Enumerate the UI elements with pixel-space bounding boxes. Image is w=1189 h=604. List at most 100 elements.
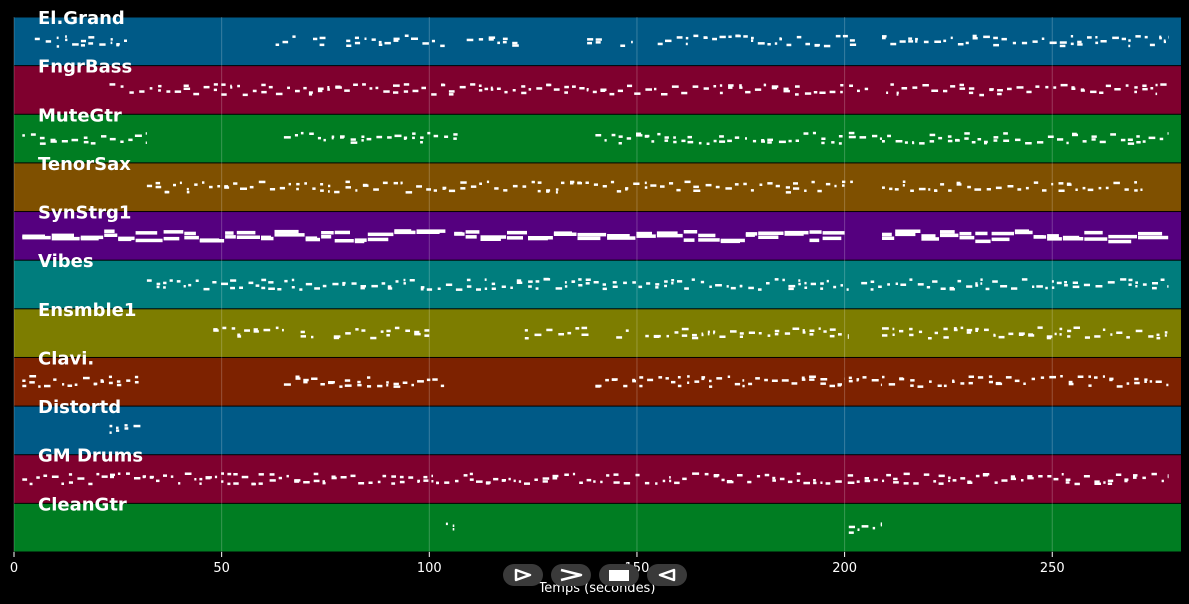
- note: [382, 181, 388, 185]
- note: [1074, 482, 1080, 486]
- note: [658, 376, 663, 379]
- note: [750, 189, 754, 192]
- note: [224, 185, 229, 188]
- note: [145, 141, 147, 144]
- note: [1114, 88, 1121, 91]
- note: [767, 138, 773, 142]
- note: [422, 42, 429, 45]
- note: [636, 231, 652, 236]
- note: [552, 474, 559, 478]
- note: [1136, 141, 1141, 144]
- note: [440, 384, 445, 388]
- note: [972, 37, 978, 40]
- note: [445, 283, 453, 286]
- note: [291, 286, 295, 289]
- note: [673, 140, 677, 144]
- note: [437, 287, 441, 290]
- note: [871, 379, 879, 382]
- note: [80, 236, 99, 241]
- note: [719, 84, 723, 87]
- stop-button[interactable]: [599, 564, 639, 586]
- note: [1150, 87, 1154, 90]
- note: [902, 184, 905, 187]
- note: [864, 87, 869, 91]
- note: [764, 378, 768, 382]
- note: [627, 84, 633, 88]
- note: [1046, 336, 1052, 340]
- stop-icon: [609, 570, 629, 581]
- note: [728, 35, 732, 38]
- note: [666, 334, 669, 338]
- note: [698, 238, 720, 242]
- note: [606, 474, 610, 477]
- note: [813, 479, 816, 482]
- note: [587, 38, 594, 41]
- note: [466, 38, 474, 42]
- note: [707, 332, 710, 336]
- note: [809, 375, 816, 378]
- note: [393, 382, 399, 386]
- note: [639, 384, 643, 388]
- note: [900, 283, 907, 286]
- note: [193, 92, 200, 96]
- note: [968, 87, 975, 90]
- note: [51, 475, 59, 478]
- note: [974, 188, 982, 191]
- note: [673, 136, 676, 139]
- note: [460, 187, 466, 190]
- note: [940, 183, 945, 186]
- note: [1164, 331, 1168, 334]
- note: [882, 232, 892, 237]
- play-button[interactable]: [503, 564, 543, 586]
- note: [303, 86, 307, 90]
- note: [1128, 39, 1131, 42]
- note: [977, 138, 982, 141]
- note: [74, 383, 78, 386]
- note: [1149, 43, 1155, 47]
- note: [328, 381, 334, 385]
- note: [1045, 85, 1049, 89]
- note: [948, 189, 952, 192]
- note: [826, 279, 829, 283]
- note: [785, 186, 790, 189]
- note: [966, 328, 973, 332]
- note: [943, 336, 949, 339]
- note: [921, 234, 936, 238]
- note: [361, 329, 366, 332]
- note: [984, 328, 989, 332]
- x-tick-label: 50: [213, 561, 230, 576]
- note: [948, 479, 951, 483]
- note: [71, 138, 79, 142]
- note: [1167, 285, 1169, 288]
- note: [320, 183, 324, 186]
- note: [785, 191, 791, 194]
- note: [283, 136, 291, 139]
- note: [938, 136, 943, 140]
- forward-button[interactable]: [551, 564, 591, 586]
- note: [792, 327, 800, 330]
- note: [100, 379, 104, 382]
- note: [611, 378, 617, 381]
- note: [940, 233, 959, 238]
- note: [1128, 283, 1132, 286]
- note: [387, 287, 393, 290]
- note: [571, 280, 575, 283]
- note: [960, 382, 965, 385]
- note: [957, 279, 962, 283]
- rewind-button[interactable]: [647, 564, 687, 586]
- note: [1138, 235, 1169, 240]
- note: [395, 280, 399, 283]
- note: [178, 482, 181, 485]
- note: [997, 89, 1003, 92]
- note: [966, 285, 973, 288]
- note: [244, 329, 250, 332]
- note: [304, 182, 307, 185]
- note: [488, 38, 494, 41]
- note: [771, 379, 778, 382]
- note: [831, 141, 835, 144]
- note: [585, 282, 590, 285]
- note: [829, 384, 835, 388]
- note: [1053, 86, 1057, 89]
- note: [237, 84, 240, 88]
- note: [510, 286, 513, 289]
